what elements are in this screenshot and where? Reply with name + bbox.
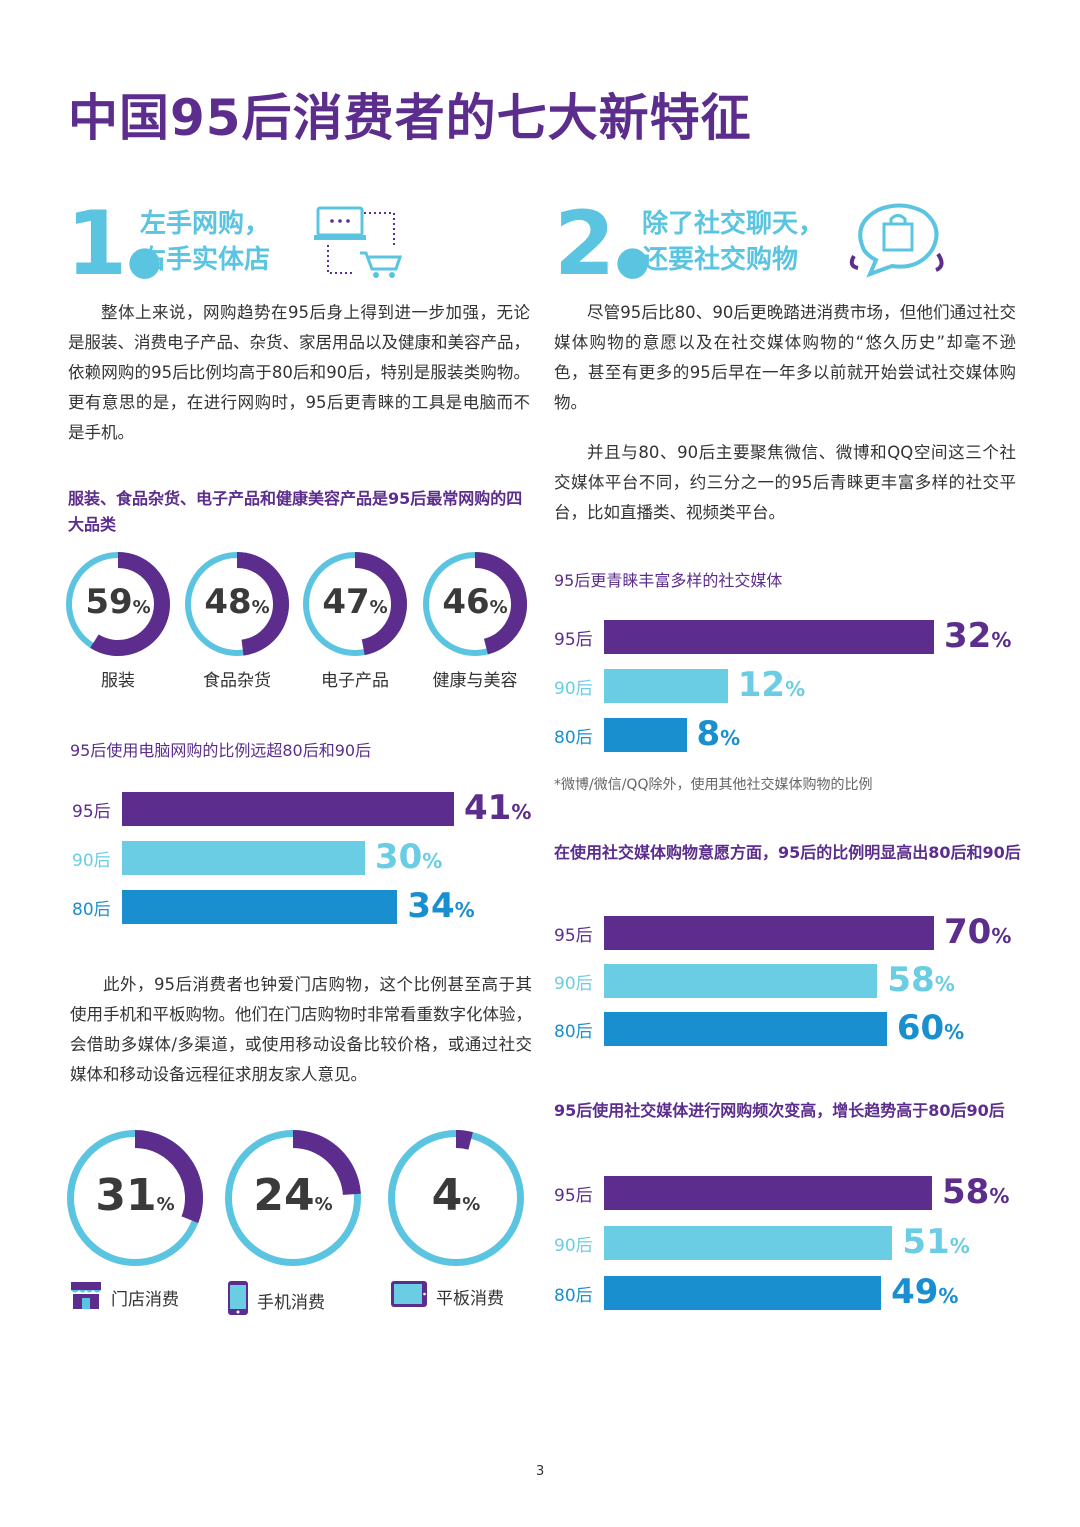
bar-category-label: 80后 bbox=[554, 1286, 593, 1306]
bar-value-label: 70% bbox=[944, 912, 1012, 952]
donut-label: 手机消费 bbox=[227, 1280, 377, 1321]
section1-paragraph2: 此外，95后消费者也钟爱门店购物，这个比例甚至高于其使用手机和平板购物。他们在门… bbox=[70, 975, 532, 1084]
bar-value-label: 8% bbox=[696, 714, 741, 754]
bar-80后 bbox=[604, 1012, 887, 1046]
bar-value-label: 60% bbox=[896, 1008, 965, 1048]
bar-category-label: 95后 bbox=[72, 802, 111, 822]
donut-label: 食品杂货 bbox=[203, 671, 271, 691]
bar-90后 bbox=[604, 1226, 893, 1260]
bar-category-label: 95后 bbox=[554, 1186, 593, 1206]
section2-heading: 除了社交聊天， 还要社交购物 bbox=[642, 209, 825, 275]
donut-svg bbox=[66, 552, 527, 656]
social-willingness-bar-chart: 95后 70% 90后 58% 80后 60% bbox=[0, 908, 1080, 1058]
section2-number: 2● bbox=[554, 192, 651, 295]
chart-pc-title: 95后使用电脑网购的比例远超80后和90后 bbox=[70, 741, 372, 760]
bar-value-label: 32% bbox=[944, 616, 1012, 656]
donut-value: 48% bbox=[204, 582, 270, 623]
bar-90后 bbox=[604, 669, 728, 703]
bar-value-label: 51% bbox=[902, 1222, 970, 1262]
bar-value-label: 30% bbox=[374, 837, 443, 877]
category-donuts: 59% 服装 48% 食品杂货 47% 电子产品 46% 健康与美容 bbox=[0, 548, 540, 698]
social-frequency-bar-chart: 95后 58% 90后 51% 80后 49% bbox=[0, 1168, 1080, 1318]
donut-value: 24% bbox=[253, 1169, 333, 1221]
bar-value-label: 49% bbox=[891, 1272, 959, 1312]
page-title: 中国95后消费者的七大新特征 bbox=[68, 89, 752, 147]
laptop-cart-icon bbox=[314, 205, 404, 284]
chart-categories-title: 服装、食品杂货、电子产品和健康美容产品是95后最常网购的四大品类 bbox=[68, 489, 523, 534]
bar-value-label: 34% bbox=[407, 886, 475, 926]
donut-label: 服装 bbox=[101, 671, 135, 691]
donut-arc-平板消费 bbox=[455, 1130, 473, 1150]
section1-number: 1● bbox=[66, 192, 163, 295]
donut-arc-健康与美容 bbox=[474, 552, 527, 655]
bar-category-label: 95后 bbox=[554, 630, 593, 650]
bar-value-label: 12% bbox=[737, 665, 806, 705]
bar-95后 bbox=[604, 916, 934, 950]
donut-value: 47% bbox=[322, 582, 388, 623]
donut-arc-手机消费 bbox=[292, 1130, 361, 1196]
chat-bag-icon bbox=[848, 194, 948, 288]
bar-90后 bbox=[604, 964, 878, 998]
donut-label: 电子产品 bbox=[321, 671, 389, 691]
pc-bar-chart: 95后 41% 90后 30% 80后 34% bbox=[0, 780, 540, 930]
section2-paragraph: 尽管95后比80、90后更晚踏进消费市场，但他们通过社交媒体购物的意愿以及在社交… bbox=[554, 303, 1016, 412]
bar-80后 bbox=[604, 718, 687, 752]
social-variety-bar-chart: 95后 32% 90后 12% 80后 8% bbox=[0, 610, 1080, 760]
bar-90后 bbox=[122, 841, 365, 875]
donut-value: 59% bbox=[85, 582, 151, 623]
donut-arc-电子产品 bbox=[354, 552, 407, 656]
store-icon bbox=[69, 1280, 103, 1315]
donut-value: 46% bbox=[442, 582, 508, 623]
bar-category-label: 90后 bbox=[554, 679, 593, 699]
bar-category-label: 90后 bbox=[554, 1236, 593, 1256]
bar-category-label: 90后 bbox=[554, 974, 593, 994]
donut-svg bbox=[67, 1130, 524, 1266]
donut-arc-服装 bbox=[90, 552, 170, 656]
donut-value: 31% bbox=[95, 1169, 175, 1221]
bar-category-label: 95后 bbox=[554, 926, 593, 946]
chart-social-frequency-title: 95后使用社交媒体进行网购频次变高，增长趋势高于80后90后 bbox=[554, 1101, 1005, 1120]
donut-label: 健康与美容 bbox=[432, 671, 518, 691]
chart-social-willingness-title: 在使用社交媒体购物意愿方面，95后的比例明显高出80后和90后 bbox=[554, 843, 1021, 862]
section1-heading: 左手网购， 右手实体店 bbox=[140, 209, 271, 275]
section2-paragraph2: 并且与80、90后主要聚焦微信、微博和QQ空间这三个社交媒体平台不同，约三分之一… bbox=[554, 443, 1016, 522]
section1-paragraph: 整体上来说，网购趋势在95后身上得到进一步加强，无论是服装、消费电子产品、杂货、… bbox=[68, 303, 530, 442]
bar-95后 bbox=[122, 792, 454, 826]
chart-social-variety-note: *微博/微信/QQ除外，使用其他社交媒体购物的比例 bbox=[554, 777, 873, 793]
channel-donuts: 31% 门店消费 24% 手机消费 4% 平板消费 bbox=[0, 1120, 540, 1320]
bar-category-label: 80后 bbox=[554, 1022, 593, 1042]
bar-category-label: 80后 bbox=[72, 900, 111, 920]
page-number: 3 bbox=[536, 1464, 545, 1479]
bar-value-label: 41% bbox=[464, 788, 532, 828]
chart-social-variety-title: 95后更青睐丰富多样的社交媒体 bbox=[554, 571, 783, 590]
donut-value: 4% bbox=[431, 1169, 481, 1221]
bar-category-label: 80后 bbox=[554, 728, 593, 748]
bar-category-label: 90后 bbox=[72, 851, 111, 871]
bar-80后 bbox=[604, 1276, 882, 1310]
donut-label: 门店消费 bbox=[69, 1280, 219, 1315]
donut-arc-门店消费 bbox=[134, 1130, 203, 1224]
bar-95后 bbox=[604, 1176, 932, 1210]
donut-label: 平板消费 bbox=[390, 1280, 540, 1313]
phone-icon bbox=[227, 1280, 249, 1321]
tablet-icon bbox=[390, 1280, 428, 1313]
bar-value-label: 58% bbox=[942, 1172, 1010, 1212]
bar-80后 bbox=[122, 890, 398, 924]
bar-95后 bbox=[604, 620, 934, 654]
donut-arc-食品杂货 bbox=[236, 552, 289, 656]
bar-value-label: 58% bbox=[887, 960, 955, 1000]
